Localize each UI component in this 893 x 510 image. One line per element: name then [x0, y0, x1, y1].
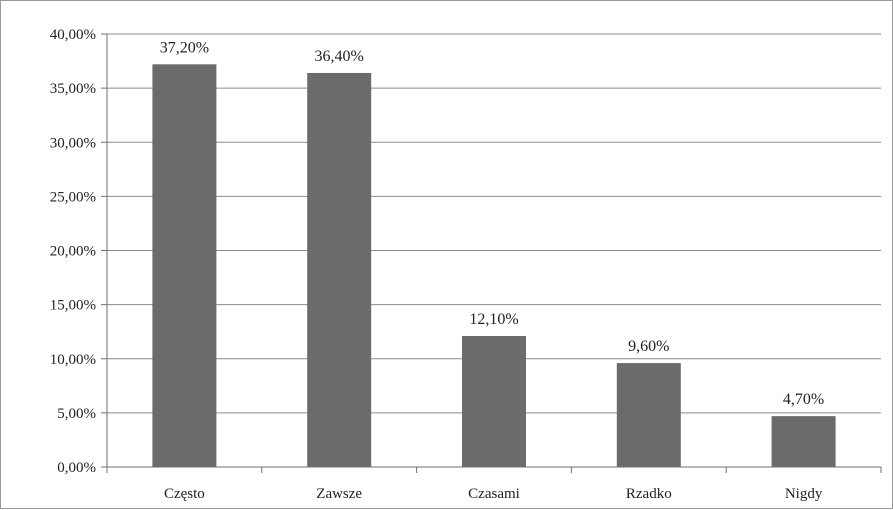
data-label: 12,10%: [469, 311, 518, 328]
x-tick-label: Zawsze: [316, 486, 362, 502]
y-tick-label: 5,00%: [57, 406, 96, 422]
data-label: 37,20%: [160, 39, 209, 56]
data-label: 36,40%: [315, 48, 364, 65]
x-tick-label: Nigdy: [785, 486, 823, 502]
y-tick-label: 10,00%: [50, 352, 96, 368]
x-tick-label: Rzadko: [626, 486, 672, 502]
data-label: 4,70%: [783, 391, 824, 408]
y-tick-label: 20,00%: [50, 244, 96, 260]
data-label: 9,60%: [628, 338, 669, 355]
y-tick-label: 35,00%: [50, 81, 96, 97]
x-axis-tick-labels: Często Zawsze Czasami Rzadko Nigdy: [164, 486, 823, 502]
y-tick-label: 25,00%: [50, 189, 96, 205]
bars: [152, 64, 836, 467]
bar: [771, 416, 836, 467]
y-axis-tick-labels: 0,00% 5,00% 10,00% 15,00% 20,00% 25,00% 30,00%…: [50, 27, 96, 476]
x-tick-label: Często: [164, 486, 205, 502]
y-tick-label: 0,00%: [57, 460, 96, 476]
y-tick-label: 30,00%: [50, 135, 96, 151]
x-tick-label: Czasami: [468, 486, 520, 502]
axes: [101, 33, 882, 473]
bar: [462, 336, 526, 467]
bar: [152, 64, 217, 467]
y-tick-label: 15,00%: [50, 298, 96, 314]
y-tick-label: 40,00%: [50, 27, 96, 43]
gridlines: [107, 33, 881, 414]
bar: [616, 363, 681, 467]
data-labels: 37,20% 36,40% 12,10% 9,60% 4,70%: [160, 39, 825, 408]
bar: [307, 72, 372, 467]
